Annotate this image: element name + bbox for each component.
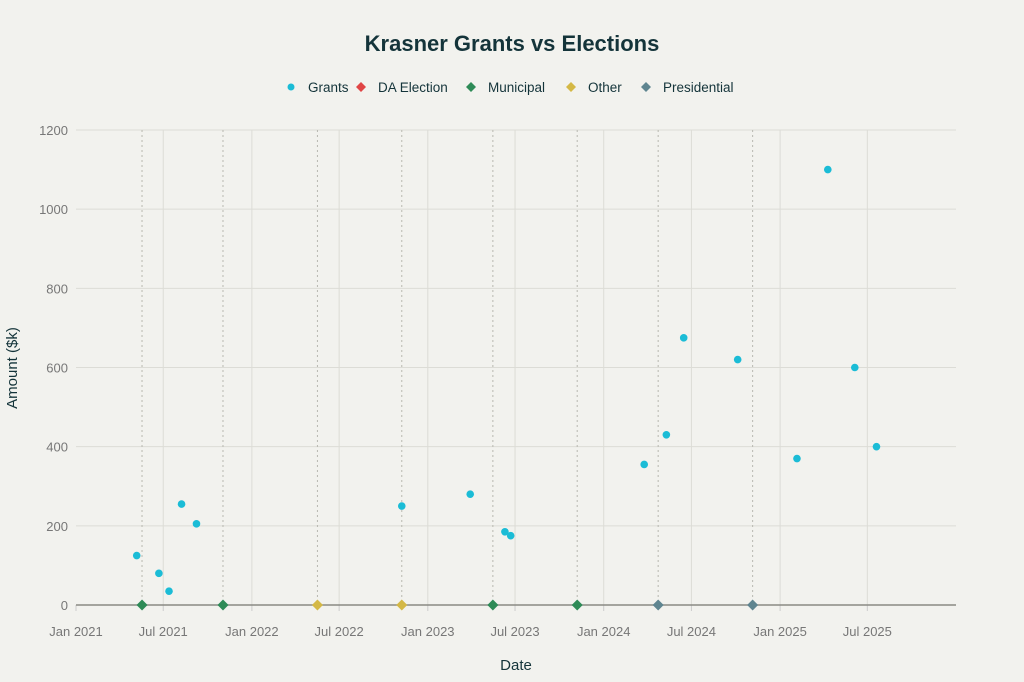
x-axis-ticks: Jan 2021 Jul 2021 Jan 2022 Jul 2022 Jan 2023…	[49, 605, 892, 639]
election-marker-other	[396, 599, 408, 611]
grant-point	[793, 454, 801, 463]
x-axis-label: Date	[500, 657, 532, 674]
legend-circle-icon	[287, 83, 295, 91]
y-axis-label: Amount ($k)	[4, 327, 21, 409]
y-tick-label: 1000	[39, 202, 68, 217]
grant-point	[733, 355, 742, 364]
election-marker-municipal	[217, 599, 229, 611]
grant-point	[397, 502, 406, 510]
x-tick-label: Jul 2021	[139, 624, 188, 639]
chart-title: Krasner Grants vs Elections	[365, 31, 660, 56]
y-tick-label: 800	[46, 281, 68, 296]
grant-point	[640, 460, 648, 469]
legend-label: Presidential	[663, 80, 734, 95]
y-tick-label: 1200	[39, 123, 68, 138]
x-tick-label: Jan 2024	[577, 624, 631, 639]
election-marker-presidential	[652, 599, 664, 611]
x-tick-label: Jan 2023	[401, 624, 455, 639]
grant-point	[662, 430, 671, 439]
election-marker-municipal	[136, 599, 148, 611]
x-tick-label: Jul 2022	[315, 624, 364, 639]
legend-label: Municipal	[488, 80, 545, 95]
election-marker-municipal	[487, 599, 499, 611]
y-tick-label: 400	[46, 440, 68, 455]
election-marker-municipal	[571, 599, 583, 611]
legend-diamond-icon	[641, 82, 651, 92]
election-marker-other	[311, 599, 323, 611]
legend-diamond-icon	[356, 82, 366, 92]
grant-point	[192, 520, 201, 528]
x-tick-label: Jul 2025	[843, 624, 892, 639]
y-tick-label: 0	[61, 598, 68, 613]
x-tick-label: Jul 2024	[667, 624, 716, 639]
y-axis-ticks: 0 200 400 600 800 1000 1200	[39, 123, 68, 613]
legend-diamond-icon	[466, 82, 476, 92]
legend-label: Grants	[308, 80, 349, 95]
election-marker-presidential	[747, 599, 759, 611]
legend: Grants DA Election Municipal Other President…	[287, 80, 734, 95]
x-tick-label: Jan 2025	[753, 624, 807, 639]
grant-point	[132, 551, 141, 560]
y-tick-label: 600	[46, 361, 68, 376]
grant-point	[155, 569, 163, 578]
grant-point	[165, 587, 173, 595]
x-tick-label: Jul 2023	[490, 624, 539, 639]
legend-label: DA Election	[378, 80, 448, 95]
data-points	[132, 165, 881, 611]
x-tick-label: Jan 2021	[49, 624, 103, 639]
grant-point	[466, 490, 475, 498]
legend-diamond-icon	[566, 82, 576, 92]
grant-point	[850, 363, 859, 372]
grant-point	[679, 334, 688, 342]
grant-point	[506, 531, 515, 540]
election-lines	[141, 130, 754, 605]
grant-point	[824, 165, 832, 174]
legend-label: Other	[588, 80, 622, 95]
grant-point	[177, 500, 186, 508]
grant-point	[501, 527, 509, 536]
x-tick-label: Jan 2022	[225, 624, 279, 639]
grid	[76, 129, 956, 605]
grant-point	[872, 442, 881, 451]
y-tick-label: 200	[46, 519, 68, 534]
